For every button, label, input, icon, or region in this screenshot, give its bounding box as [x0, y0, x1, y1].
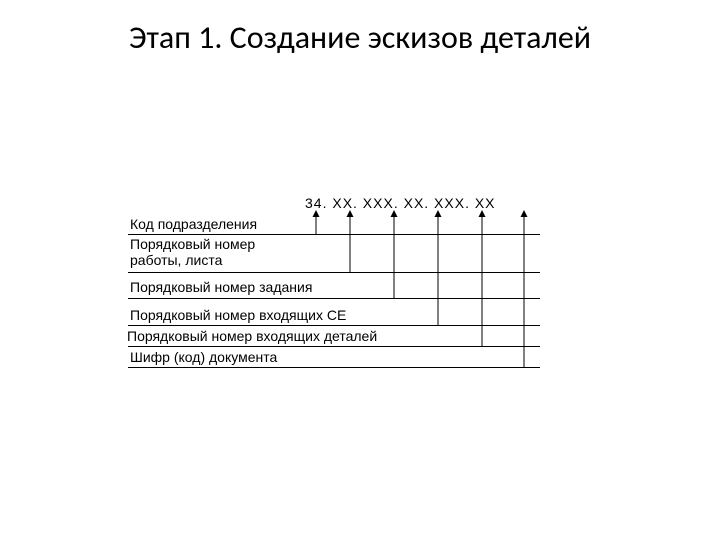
- separator-line-6: [128, 367, 540, 368]
- row-label-2: Порядковый номер работы, листа: [130, 236, 255, 268]
- separator-line-2: [128, 272, 540, 273]
- row-label-3: Порядковый номер задания: [130, 279, 312, 295]
- code-string: 34. XX. XXX. XX. XXX. XX: [305, 195, 496, 211]
- row-label-6: Шифр (код) документа: [130, 349, 277, 365]
- separator-line-3: [128, 298, 540, 299]
- row-label-4: Порядковый номер входящих СЕ: [130, 307, 346, 323]
- arrow-diagram: [0, 0, 720, 540]
- separator-line-4: [128, 325, 540, 326]
- separator-line-1: [128, 234, 540, 235]
- separator-line-5: [128, 346, 540, 347]
- row-label-5: Порядковый номер входящих деталей: [127, 328, 377, 344]
- page-title: Этап 1. Создание эскизов деталей: [0, 18, 720, 57]
- row-label-1: Код подразделения: [130, 216, 257, 232]
